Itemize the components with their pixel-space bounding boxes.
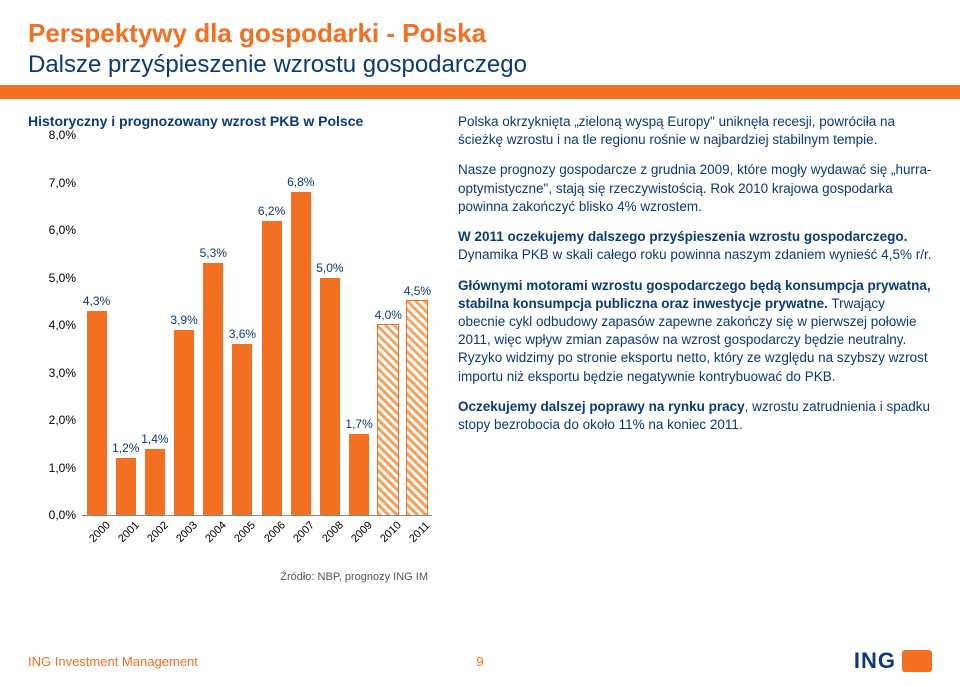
bar (407, 301, 427, 515)
y-tick: 7,0% (49, 176, 76, 190)
chart-source: Źródło: NBP, prognozy ING IM (280, 571, 428, 583)
paragraph-5: Oczekujemy dalszej poprawy na rynku prac… (458, 398, 932, 434)
x-tick: 2009 (349, 519, 375, 545)
bar-label: 1,4% (141, 432, 168, 446)
plot-area: 4,3% 1,2%1,4% 3,9% 5,3% 3,6% 6,2% 6,8% 5,0% 1,7%… (82, 135, 432, 515)
bar (145, 449, 165, 516)
x-tick: 2006 (262, 519, 288, 545)
page-number: 9 (476, 654, 483, 669)
x-axis: 2000200120022003200420052006200720082009… (82, 515, 432, 555)
bar (320, 278, 340, 516)
bar-label: 6,2% (258, 204, 285, 218)
bar-label: 1,7% (345, 417, 372, 431)
x-tick: 2002 (145, 519, 171, 545)
bar-chart: 0,0%1,0%2,0%3,0%4,0%5,0%6,0%7,0%8,0% 4,3… (28, 135, 438, 555)
paragraph-5-bold: Oczekujemy dalszej poprawy na rynku prac… (458, 399, 745, 414)
paragraph-1: Polska okrzyknięta „zieloną wyspą Europy… (458, 113, 932, 149)
bar (262, 221, 282, 516)
bar-label: 5,3% (200, 246, 227, 260)
logo-text: ING (854, 648, 896, 674)
x-tick: 2007 (291, 519, 317, 545)
bar (349, 434, 369, 515)
x-tick: 2011 (408, 520, 433, 545)
x-tick: 2005 (233, 519, 259, 545)
x-tick: 2003 (174, 519, 200, 545)
bar-label: 3,6% (229, 327, 256, 341)
y-tick: 2,0% (49, 413, 76, 427)
bar-label: 3,9% (170, 313, 197, 327)
page-subtitle: Dalsze przyśpieszenie wzrostu gospodarcz… (28, 51, 960, 79)
bar-label: 4,3% (83, 294, 110, 308)
footer-left: ING Investment Management (28, 654, 198, 669)
footer: ING Investment Management 9 ING (28, 648, 932, 674)
lion-icon (902, 650, 932, 672)
x-tick: 2000 (87, 519, 113, 545)
text-panel: Polska okrzyknięta „zieloną wyspą Europy… (448, 113, 932, 555)
paragraph-4: Głównymi motorami wzrostu gospodarczego … (458, 277, 932, 386)
y-tick: 8,0% (49, 128, 76, 142)
bar (378, 325, 398, 515)
bar-label: 4,0% (375, 308, 402, 322)
paragraph-2: Nasze prognozy gospodarcze z grudnia 200… (458, 161, 932, 216)
y-tick: 1,0% (49, 461, 76, 475)
header: Perspektywy dla gospodarki - Polska Dals… (0, 0, 960, 79)
paragraph-3: W 2011 oczekujemy dalszego przyśpieszeni… (458, 228, 932, 264)
chart-title: Historyczny i prognozowany wzrost PKB w … (28, 113, 448, 129)
y-tick: 4,0% (49, 318, 76, 332)
x-tick: 2008 (320, 519, 346, 545)
bar-label: 5,0% (316, 261, 343, 275)
y-tick: 5,0% (49, 271, 76, 285)
page-title: Perspektywy dla gospodarki - Polska (28, 18, 960, 49)
bar-label: 1,2% (112, 441, 139, 455)
paragraph-3-bold: W 2011 oczekujemy dalszego przyśpieszeni… (458, 229, 907, 244)
chart-panel: Historyczny i prognozowany wzrost PKB w … (28, 113, 448, 555)
y-axis: 0,0%1,0%2,0%3,0%4,0%5,0%6,0%7,0%8,0% (28, 135, 82, 515)
y-tick: 0,0% (49, 508, 76, 522)
bar (203, 263, 223, 515)
bar (174, 330, 194, 515)
y-tick: 6,0% (49, 223, 76, 237)
bar-label: 6,8% (287, 175, 314, 189)
bar (232, 344, 252, 515)
y-tick: 3,0% (49, 366, 76, 380)
bar (87, 311, 107, 515)
accent-bar (0, 85, 960, 99)
logo: ING (854, 648, 932, 674)
bar-label: 4,5% (404, 284, 431, 298)
x-tick: 2010 (378, 519, 404, 545)
paragraph-3-rest: Dynamika PKB w skali całego roku powinna… (458, 247, 931, 262)
x-tick: 2004 (203, 519, 229, 545)
x-tick: 2001 (116, 519, 142, 545)
bar (291, 192, 311, 515)
bar (116, 458, 136, 515)
